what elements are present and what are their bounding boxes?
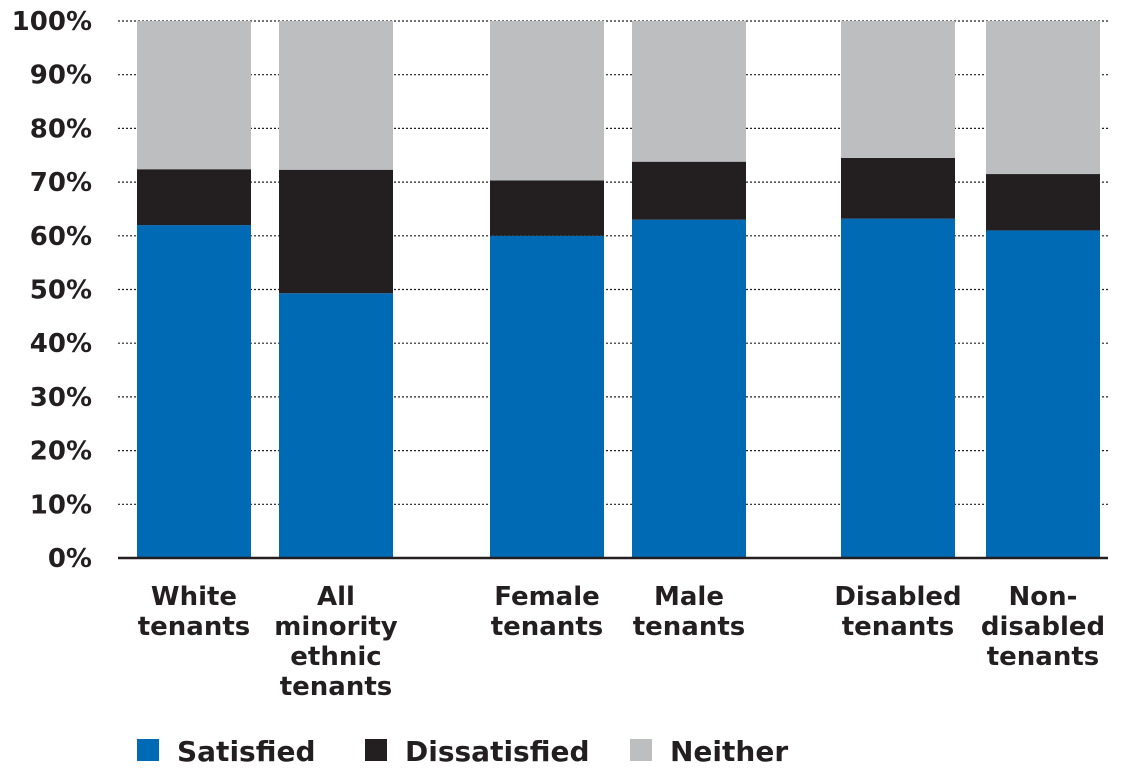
legend-label: Dissatisfied xyxy=(405,735,590,768)
y-tick-label: 80% xyxy=(30,114,92,144)
bar-segment-neither xyxy=(490,21,604,181)
y-tick-label: 40% xyxy=(30,329,92,359)
x-tick-label: tenants xyxy=(633,612,746,642)
y-tick-label: 60% xyxy=(30,222,92,252)
bar-segment-dissatisfied xyxy=(632,161,746,220)
x-tick-label: ethnic xyxy=(290,642,381,672)
legend-label: Satisfied xyxy=(177,735,316,768)
y-tick-label: 90% xyxy=(30,61,92,91)
bar-segment-neither xyxy=(986,21,1100,175)
bar-segment-neither xyxy=(279,21,393,170)
bar-segment-satisfied xyxy=(137,225,251,558)
x-tick-label: Disabled xyxy=(834,582,961,612)
legend-swatch-neither xyxy=(630,739,652,761)
x-tick-label: tenants xyxy=(491,612,604,642)
x-tick-label: Female xyxy=(494,582,600,612)
bar-segment-satisfied xyxy=(490,235,604,559)
y-tick-label: 30% xyxy=(30,383,92,413)
x-tick-label: tenants xyxy=(280,672,393,702)
x-tick-label: tenants xyxy=(138,612,251,642)
legend-label: Neither xyxy=(670,735,788,768)
bar-segment-neither xyxy=(137,21,251,170)
legend-swatch-satisfied xyxy=(137,739,159,761)
bar-segment-dissatisfied xyxy=(841,157,955,219)
bar-segment-satisfied xyxy=(841,218,955,558)
y-tick-label: 50% xyxy=(30,276,92,306)
bar-segment-satisfied xyxy=(632,219,746,558)
x-tick-label: Male xyxy=(654,582,724,612)
bar-segment-satisfied xyxy=(986,230,1100,558)
x-tick-label: minority xyxy=(274,612,398,642)
x-tick-label: White xyxy=(151,582,237,612)
legend-swatch-dissatisfied xyxy=(365,739,387,761)
y-tick-label: 0% xyxy=(48,544,92,574)
x-tick-label: All xyxy=(317,582,355,612)
x-tick-label: tenants xyxy=(987,642,1100,672)
y-tick-label: 10% xyxy=(30,490,92,520)
bar-segment-dissatisfied xyxy=(137,169,251,226)
x-tick-label: Non- xyxy=(1009,582,1078,612)
bar-segment-dissatisfied xyxy=(986,174,1100,231)
bar-segment-neither xyxy=(841,21,955,158)
y-tick-label: 100% xyxy=(12,7,92,37)
x-tick-label: tenants xyxy=(842,612,955,642)
bar-segment-dissatisfied xyxy=(279,169,393,294)
y-tick-label: 20% xyxy=(30,437,92,467)
y-tick-label: 70% xyxy=(30,168,92,198)
bar-segment-satisfied xyxy=(279,293,393,558)
bar-segment-dissatisfied xyxy=(490,180,604,236)
bar-segment-neither xyxy=(632,21,746,162)
x-tick-label: disabled xyxy=(981,612,1105,642)
